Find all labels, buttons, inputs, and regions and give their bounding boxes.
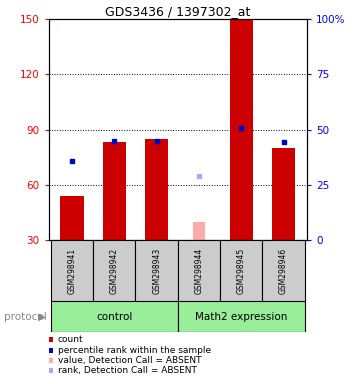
Text: percentile rank within the sample: percentile rank within the sample [58, 346, 211, 355]
Text: Math2 expression: Math2 expression [195, 312, 287, 322]
Text: GSM298942: GSM298942 [110, 248, 119, 294]
Text: GSM298944: GSM298944 [195, 248, 204, 294]
Text: protocol: protocol [4, 312, 46, 322]
Text: rank, Detection Call = ABSENT: rank, Detection Call = ABSENT [58, 366, 197, 376]
Text: count: count [58, 335, 83, 344]
Bar [93, 240, 135, 301]
Bar [103, 142, 126, 240]
Text: value, Detection Call = ABSENT: value, Detection Call = ABSENT [58, 356, 201, 365]
Bar [272, 148, 295, 240]
Bar [230, 19, 253, 240]
Text: control: control [96, 312, 132, 322]
Text: GSM298941: GSM298941 [68, 248, 77, 294]
Bar [145, 139, 168, 240]
Text: GSM298946: GSM298946 [279, 248, 288, 294]
Bar [262, 240, 305, 301]
Bar [178, 301, 305, 332]
Bar [192, 222, 205, 240]
Bar [178, 240, 220, 301]
Text: GSM298945: GSM298945 [237, 248, 246, 294]
Bar [60, 196, 84, 240]
Bar [135, 240, 178, 301]
Text: ▶: ▶ [38, 312, 46, 322]
Bar [51, 240, 93, 301]
Bar [51, 301, 178, 332]
Bar [220, 240, 262, 301]
Text: GSM298943: GSM298943 [152, 248, 161, 294]
Title: GDS3436 / 1397302_at: GDS3436 / 1397302_at [105, 5, 251, 18]
